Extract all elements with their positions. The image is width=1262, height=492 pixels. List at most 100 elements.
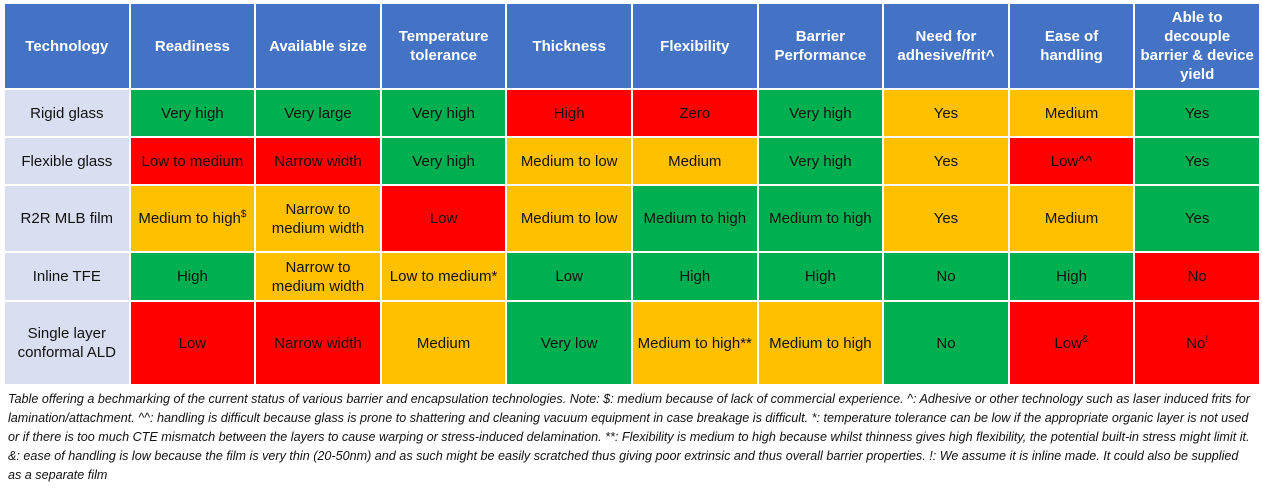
column-header: Flexibility [630,2,759,90]
rating-cell: High [128,251,257,302]
rating-cell: No [1133,251,1261,302]
rating-cell: High [756,251,885,302]
rating-cell: Medium [630,136,759,186]
rating-cell: Low [505,251,633,302]
rating-cell: Zero [630,88,759,138]
benchmark-table: Technology Readiness Available size Tempera… [3,2,1261,386]
cell-text: Very high [161,104,224,122]
cell-text: Medium to high [643,210,747,227]
cell-text: Low [1054,334,1082,352]
table-row: R2R MLB film Medium to high$ Narrow to med… [3,184,1261,253]
rating-cell: Medium to high$ [128,184,257,253]
rating-cell: High [505,88,633,138]
rating-cell: Medium to high [756,184,885,253]
rating-cell: Medium [1007,88,1136,138]
table-row: Inline TFE High Narrow to medium width Low … [3,251,1261,302]
rating-cell: Narrow width [254,300,382,386]
rating-cell: Narrow to medium width [254,251,382,302]
rating-cell: Very high [379,88,508,138]
cell-text: High [176,268,208,285]
column-header: Thickness [505,2,633,90]
rating-cell: Yes [882,136,1010,186]
rating-cell: No! [1133,300,1261,386]
rating-cell: Medium to high [630,184,759,253]
table-row: Rigid glass Very high Very large Very high H… [3,88,1261,138]
rating-cell: Medium [1007,184,1136,253]
rating-cell: Very high [379,136,508,186]
cell-text: High [679,268,711,285]
rating-cell: Low^^ [1007,136,1136,186]
rating-cell: Low to medium [128,136,257,186]
rating-cell: Yes [1133,184,1261,253]
row-label: R2R MLB film [3,184,131,253]
cell-text: Zero [679,104,711,122]
rating-cell: Medium to low [505,136,633,186]
row-label: Single layer conformal ALD [3,300,131,386]
cell-text: Low^^ [1050,152,1093,170]
cell-text: High [1056,268,1087,285]
cell-text: High [804,268,836,285]
header-row: Technology Readiness Available size Tempera… [3,2,1261,90]
row-label: Rigid glass [3,88,131,138]
rating-cell: Very large [254,88,382,138]
caption: Table offering a bechmarking of the curr… [8,392,1250,482]
cell-text: Medium [416,334,471,352]
cell-text: Narrow to medium width [271,258,365,295]
rating-cell: No [882,300,1010,386]
cell-text: Narrow to medium width [271,200,365,237]
cell-text: Low to medium* [389,268,498,285]
cell-text: Yes [933,210,959,227]
rating-cell: Narrow to medium width [254,184,382,253]
rating-cell: Yes [882,88,1010,138]
cell-text: No [1186,334,1206,352]
rating-cell: Very high [128,88,257,138]
rating-cell: Low& [1007,300,1136,386]
cell-text: Very large [284,104,352,122]
rating-cell: Low [379,184,508,253]
cell-text: Low [555,268,583,285]
cell-text: Very high [412,152,475,170]
column-header: Temperature tolerance [379,2,508,90]
cell-text: Medium [1044,104,1099,122]
rating-cell: Very high [756,88,885,138]
column-header: Readiness [128,2,257,90]
column-header: Need for adhesive/frit^ [882,2,1010,90]
rating-cell: High [1007,251,1136,302]
cell-text: Medium to low [520,210,618,227]
rating-cell: Yes [882,184,1010,253]
rating-cell: Yes [1133,88,1261,138]
cell-text: Medium to high** [637,334,752,352]
rating-cell: Very low [505,300,633,386]
column-header: Able to decouple barrier & device yield [1133,2,1261,90]
column-header: Barrier Performance [756,2,885,90]
cell-text: No [936,268,956,285]
cell-text: Low to medium [141,152,244,170]
cell-text: Yes [933,104,959,122]
rating-cell: No [882,251,1010,302]
rating-cell: Yes [1133,136,1261,186]
row-label: Inline TFE [3,251,131,302]
rating-cell: High [630,251,759,302]
footnote-mark: $ [240,209,247,220]
column-header: Available size [254,2,382,90]
cell-text: Medium to high [769,334,872,352]
cell-text: Very high [789,152,852,170]
column-header: Technology [3,2,131,90]
footnote-mark: ! [1205,333,1209,345]
cell-text: Medium to low [520,152,618,170]
rating-cell: Narrow width [254,136,382,186]
cell-text: No [936,334,956,352]
rating-cell: Medium to high** [630,300,759,386]
rating-cell: Medium to high [756,300,885,386]
cell-text: No [1187,268,1207,285]
cell-text: Medium [1044,210,1099,227]
cell-text: Medium to high [138,210,241,227]
cell-text: Yes [1184,104,1210,122]
footnote-mark: & [1081,333,1089,345]
cell-text: Narrow width [274,334,362,352]
cell-text: Yes [1184,210,1210,227]
cell-text: Medium to high [769,210,872,227]
cell-text: High [553,104,585,122]
row-label: Flexible glass [3,136,131,186]
